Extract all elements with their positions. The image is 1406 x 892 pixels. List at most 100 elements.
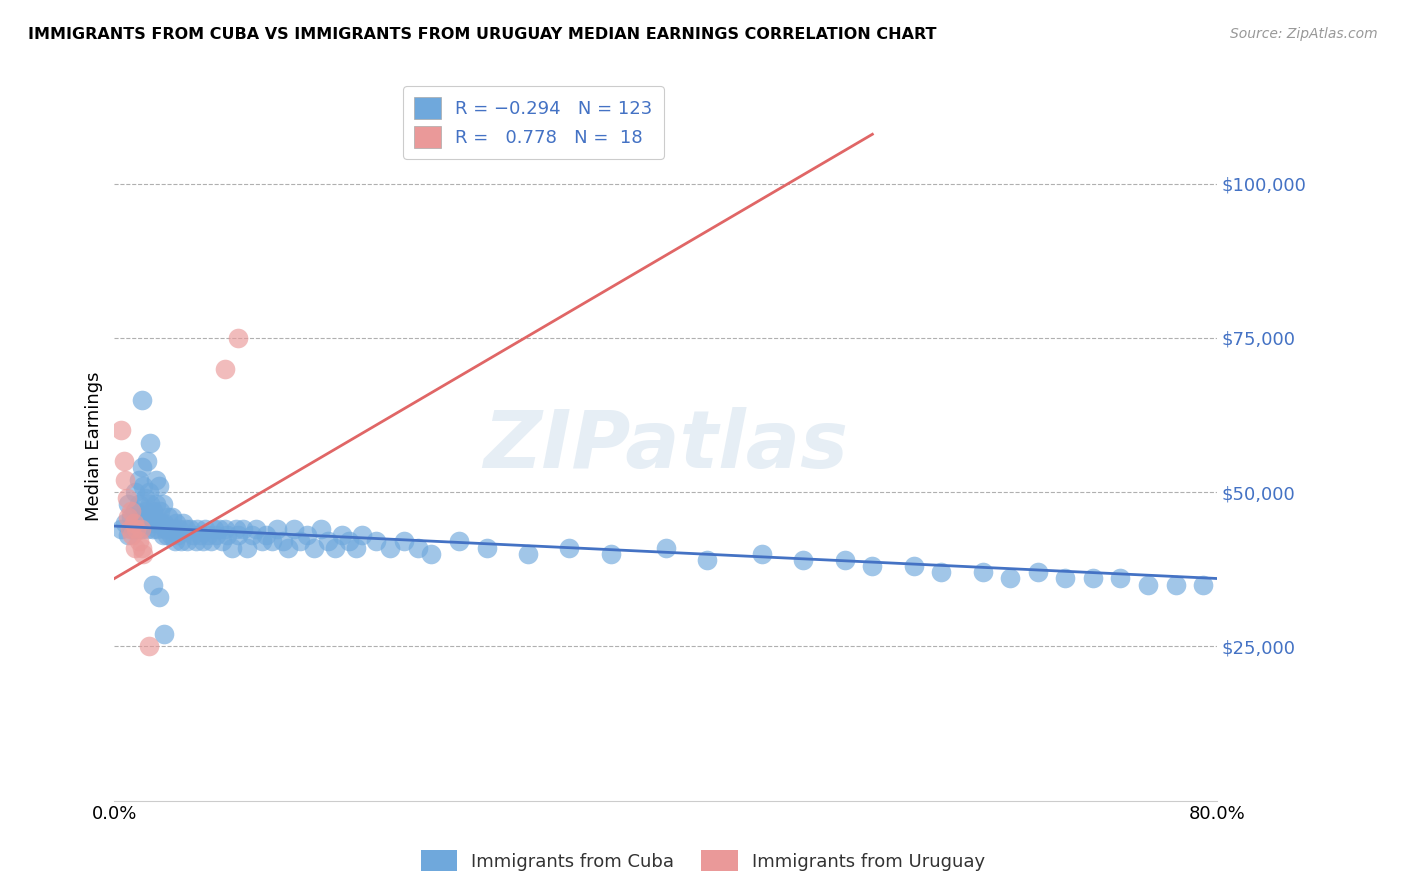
Point	[186, 522, 208, 536]
Point	[121, 528, 143, 542]
Point	[330, 528, 353, 542]
Point	[148, 479, 170, 493]
Point	[120, 503, 142, 517]
Point	[136, 522, 159, 536]
Point	[1081, 572, 1104, 586]
Text: Source: ZipAtlas.com: Source: ZipAtlas.com	[1230, 27, 1378, 41]
Point	[1054, 572, 1077, 586]
Point	[117, 498, 139, 512]
Point	[159, 522, 181, 536]
Point	[124, 541, 146, 555]
Point	[929, 566, 952, 580]
Point	[302, 541, 325, 555]
Point	[135, 503, 157, 517]
Point	[420, 547, 443, 561]
Point	[188, 528, 211, 542]
Point	[128, 498, 150, 512]
Point	[184, 534, 207, 549]
Point	[132, 547, 155, 561]
Point	[277, 541, 299, 555]
Point	[131, 541, 153, 555]
Point	[141, 516, 163, 530]
Point	[145, 498, 167, 512]
Point	[696, 553, 718, 567]
Point	[110, 522, 132, 536]
Point	[169, 534, 191, 549]
Point	[124, 503, 146, 517]
Point	[155, 522, 177, 536]
Point	[406, 541, 429, 555]
Point	[163, 522, 186, 536]
Point	[125, 516, 148, 530]
Point	[834, 553, 856, 567]
Point	[211, 534, 233, 549]
Point	[142, 577, 165, 591]
Point	[214, 361, 236, 376]
Point	[240, 528, 263, 542]
Point	[125, 522, 148, 536]
Point	[309, 522, 332, 536]
Point	[998, 572, 1021, 586]
Point	[260, 534, 283, 549]
Point	[134, 491, 156, 506]
Point	[245, 522, 267, 536]
Point	[516, 547, 538, 561]
Point	[127, 522, 149, 536]
Point	[162, 509, 184, 524]
Point	[297, 528, 319, 542]
Point	[139, 498, 162, 512]
Point	[181, 528, 204, 542]
Point	[152, 498, 174, 512]
Point	[152, 528, 174, 542]
Point	[124, 485, 146, 500]
Point	[145, 473, 167, 487]
Point	[112, 454, 135, 468]
Point	[138, 640, 160, 654]
Point	[228, 528, 250, 542]
Point	[128, 473, 150, 487]
Point	[1109, 572, 1132, 586]
Point	[254, 528, 277, 542]
Point	[208, 522, 231, 536]
Point	[153, 627, 176, 641]
Point	[172, 516, 194, 530]
Point	[217, 528, 239, 542]
Point	[316, 534, 339, 549]
Point	[225, 522, 247, 536]
Point	[149, 503, 172, 517]
Point	[271, 534, 294, 549]
Point	[221, 541, 243, 555]
Point	[136, 454, 159, 468]
Point	[146, 522, 169, 536]
Point	[174, 522, 197, 536]
Point	[129, 522, 152, 536]
Point	[475, 541, 498, 555]
Point	[153, 516, 176, 530]
Point	[751, 547, 773, 561]
Point	[200, 534, 222, 549]
Point	[132, 479, 155, 493]
Point	[142, 503, 165, 517]
Point	[139, 435, 162, 450]
Y-axis label: Median Earnings: Median Earnings	[86, 371, 103, 521]
Point	[558, 541, 581, 555]
Point	[599, 547, 621, 561]
Point	[156, 528, 179, 542]
Point	[654, 541, 676, 555]
Point	[972, 566, 994, 580]
Point	[250, 534, 273, 549]
Point	[283, 522, 305, 536]
Point	[166, 528, 188, 542]
Point	[903, 559, 925, 574]
Point	[344, 541, 367, 555]
Point	[142, 522, 165, 536]
Point	[205, 528, 228, 542]
Point	[337, 534, 360, 549]
Point	[290, 534, 312, 549]
Point	[148, 590, 170, 604]
Text: ZIPatlas: ZIPatlas	[484, 407, 848, 485]
Point	[366, 534, 388, 549]
Point	[191, 534, 214, 549]
Point	[352, 528, 374, 542]
Point	[1164, 577, 1187, 591]
